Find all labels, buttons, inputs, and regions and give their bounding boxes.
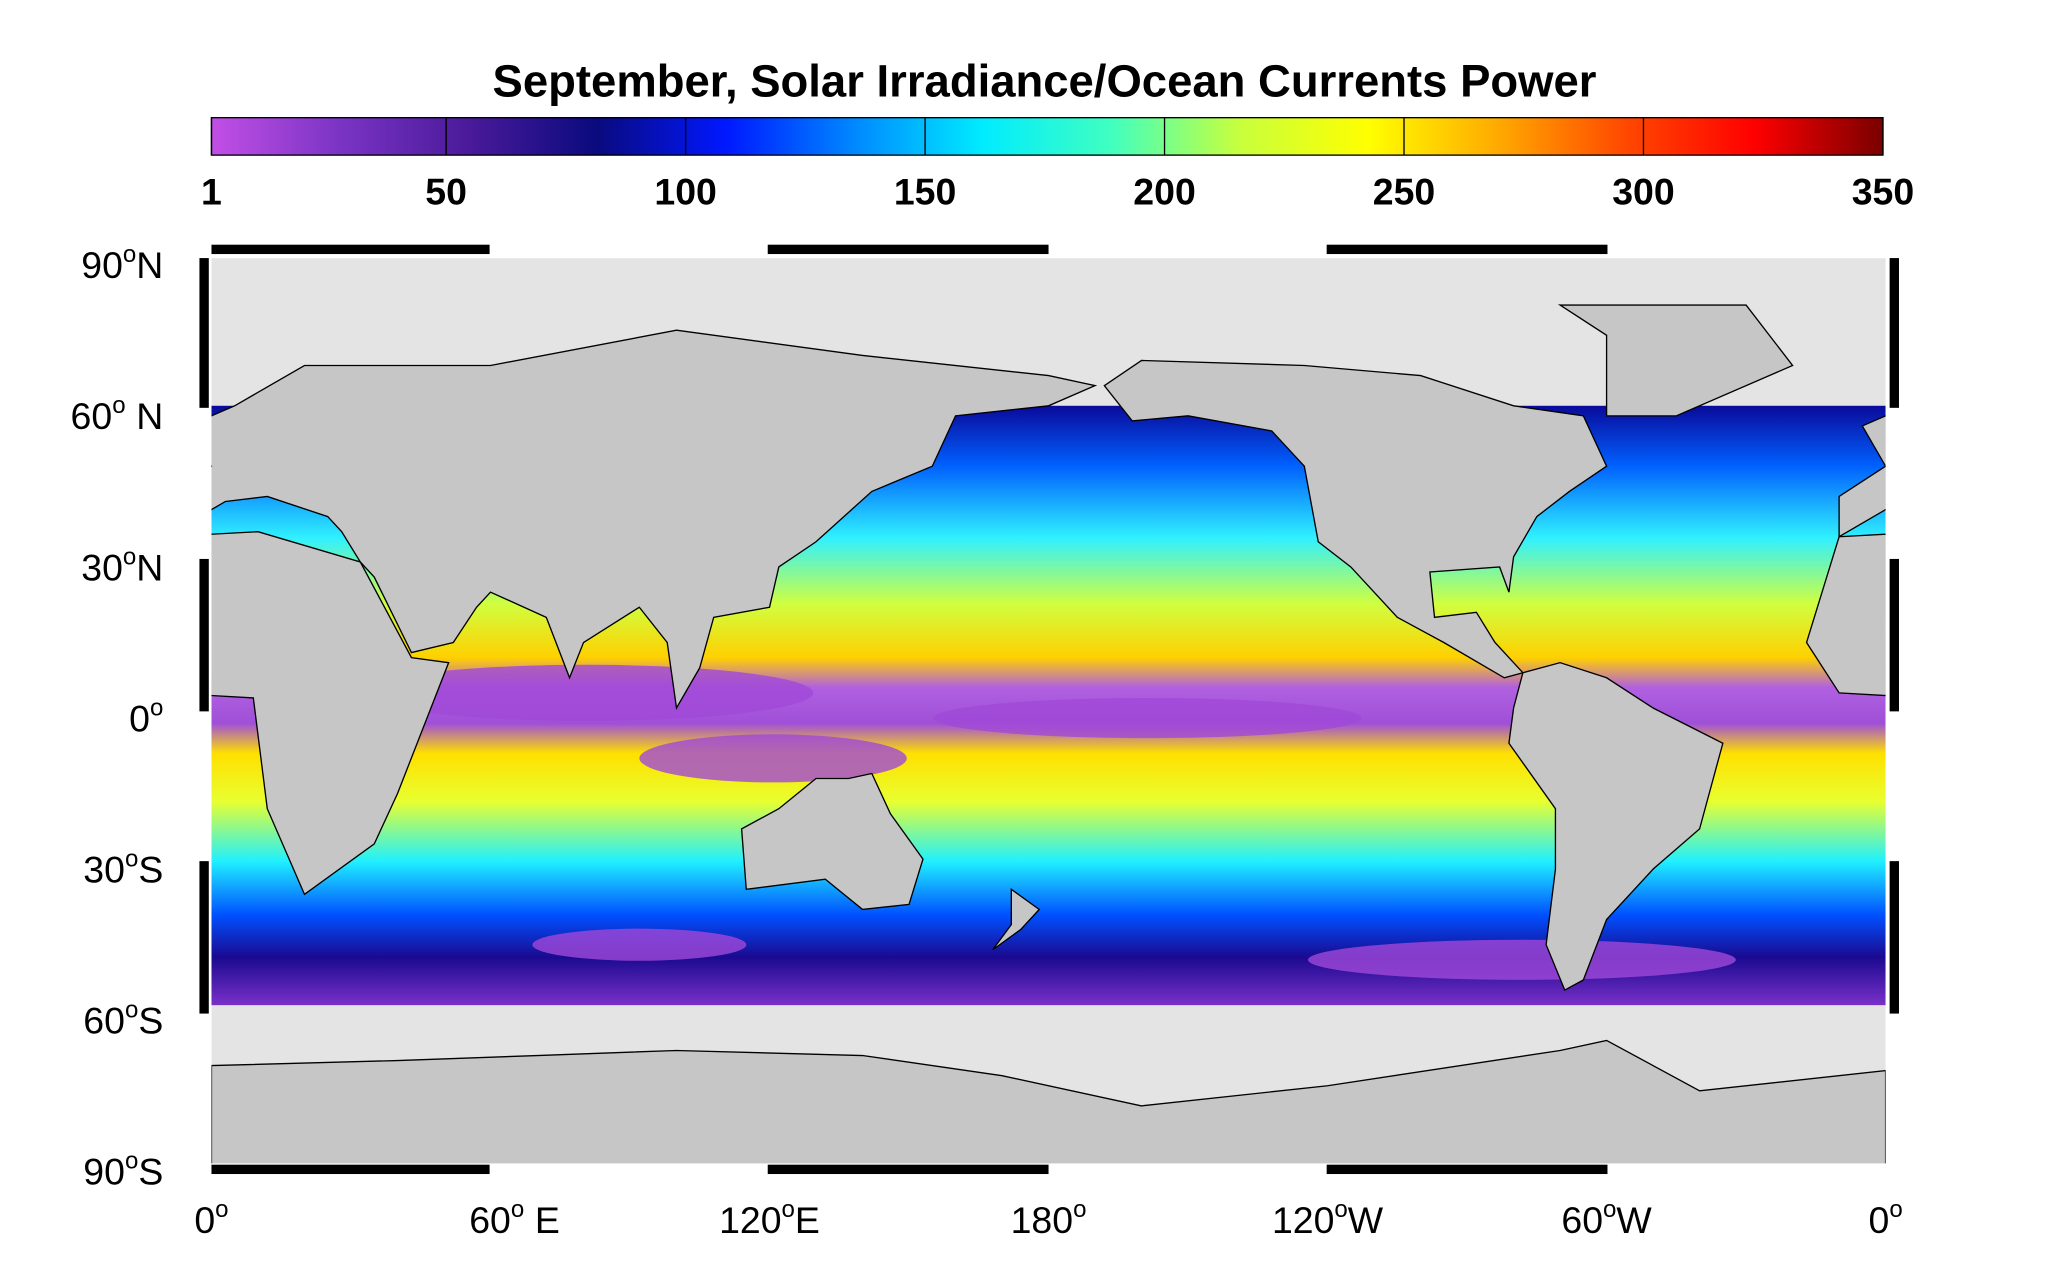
colorbar-ticks: 1 50 100 150 200 250 300 350 — [201, 117, 1914, 213]
label-number: 60 — [469, 1199, 511, 1241]
label-degree: o — [123, 241, 136, 268]
axis-label: 90oN — [81, 241, 163, 286]
label-degree: o — [150, 694, 163, 721]
low-power-band — [532, 928, 747, 961]
axis-label: 120oW — [1272, 1196, 1384, 1241]
axis-bar — [1889, 861, 1899, 1014]
label-number: 30 — [83, 849, 125, 891]
label-hemisphere: S — [138, 849, 163, 891]
label-number: 0 — [194, 1199, 215, 1241]
axis-bar — [199, 558, 209, 712]
low-power-band — [1307, 939, 1736, 980]
label-number: 0 — [129, 697, 150, 739]
colorbar-tick-label: 200 — [1133, 171, 1195, 213]
axis-bar — [199, 861, 209, 1014]
label-degree: o — [125, 845, 138, 872]
land — [1103, 359, 1608, 679]
axis-label: 0o — [194, 1196, 228, 1241]
axis-label: 30oS — [83, 845, 163, 890]
low-power-band — [933, 698, 1362, 739]
colorbar-tick-label: 1 — [201, 171, 222, 213]
axis-label: 30oN — [81, 543, 163, 588]
label-hemisphere: W — [1616, 1199, 1652, 1241]
label-number: 30 — [81, 546, 123, 588]
colorbar-tick-label: 250 — [1373, 171, 1435, 213]
label-degree: o — [123, 543, 136, 570]
label-number: 0 — [1869, 1199, 1890, 1241]
label-number: 60 — [1561, 1199, 1603, 1241]
label-degree: o — [125, 997, 138, 1024]
land — [992, 888, 1041, 951]
label-degree: o — [1603, 1196, 1616, 1223]
axis-bar — [211, 1164, 490, 1175]
label-hemisphere: E — [535, 1199, 560, 1241]
axis-bar — [199, 258, 209, 408]
label-degree: o — [125, 1148, 138, 1175]
label-hemisphere: N — [136, 395, 163, 437]
low-power-band — [639, 734, 907, 783]
axis-bar — [767, 244, 1049, 255]
label-degree: o — [112, 392, 125, 419]
label-hemisphere: N — [136, 244, 163, 286]
land — [1557, 304, 1794, 417]
axis-label: 60oS — [83, 997, 163, 1042]
axis-label: 60oW — [1561, 1196, 1652, 1241]
axis-bar — [211, 244, 490, 255]
label-hemisphere: W — [1348, 1199, 1384, 1241]
label-hemisphere: S — [138, 1000, 163, 1042]
label-degree: o — [1334, 1196, 1347, 1223]
label-number: 120 — [1272, 1199, 1334, 1241]
axis-bar — [1326, 244, 1608, 255]
colorbar-tick-label: 350 — [1852, 171, 1914, 213]
label-hemisphere: N — [136, 546, 163, 588]
axis-bar — [767, 1164, 1049, 1175]
axis-label: 60o E — [469, 1196, 560, 1241]
land — [1508, 661, 1724, 991]
axis-label: 120oE — [719, 1196, 820, 1241]
axis-bar — [1889, 558, 1899, 712]
label-number: 180 — [1011, 1199, 1073, 1241]
label-degree: o — [511, 1196, 524, 1223]
axis-label: 90oS — [83, 1148, 163, 1193]
axis-label: 60o N — [71, 392, 164, 437]
map — [211, 258, 1886, 1164]
colorbar-tick-label: 100 — [654, 171, 716, 213]
land — [211, 1039, 1886, 1164]
axis-label: 0o — [129, 694, 163, 739]
low-power-band — [358, 664, 814, 721]
axis-label: 180o — [1011, 1196, 1087, 1241]
label-hemisphere: S — [138, 1151, 163, 1193]
label-degree: o — [215, 1196, 228, 1223]
label-number: 90 — [83, 1151, 125, 1193]
colorbar — [210, 117, 1884, 156]
colorbar-tick-label: 150 — [894, 171, 956, 213]
label-degree: o — [1073, 1196, 1086, 1223]
axis-label: 0o — [1869, 1196, 1903, 1241]
land — [1805, 533, 1886, 697]
land — [1838, 415, 1886, 538]
land — [740, 772, 924, 911]
label-degree: o — [782, 1196, 795, 1223]
axis-bar — [1326, 1164, 1608, 1175]
label-number: 60 — [71, 395, 113, 437]
label-number: 120 — [719, 1199, 781, 1241]
colorbar-tick-label: 50 — [425, 171, 467, 213]
axis-bar — [1889, 258, 1899, 408]
title: September, Solar Irradiance/Ocean Curren… — [493, 55, 1597, 106]
label-degree: o — [1889, 1196, 1902, 1223]
land — [211, 329, 1098, 711]
label-hemisphere: E — [795, 1199, 820, 1241]
label-number: 60 — [83, 1000, 125, 1042]
label-number: 90 — [81, 244, 123, 286]
colorbar-tick-label: 300 — [1612, 171, 1674, 213]
landmasses — [211, 304, 1886, 1164]
